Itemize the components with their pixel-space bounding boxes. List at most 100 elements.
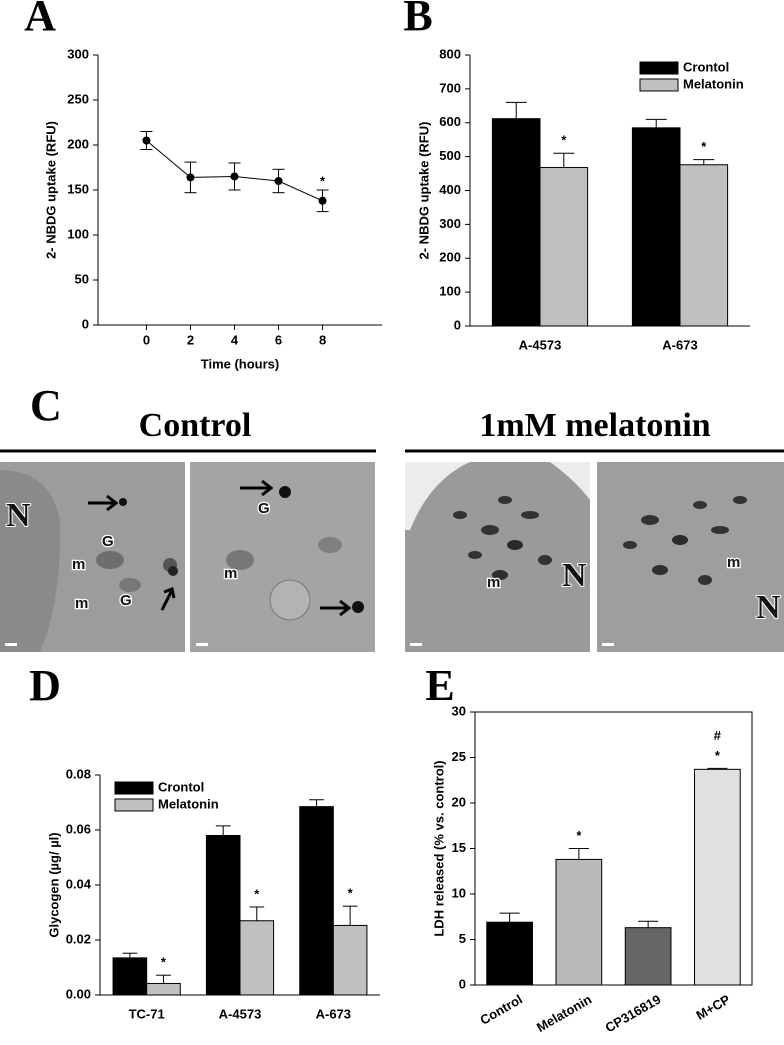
y-tick-label: 100: [439, 284, 461, 299]
x-tick-label: 0: [143, 332, 150, 347]
panel-letter: C: [30, 381, 62, 430]
micrograph: [405, 462, 590, 652]
y-tick-label: 0.02: [66, 931, 91, 946]
y-tick-label: 30: [452, 703, 466, 718]
bar: [624, 927, 672, 986]
y-tick-label: 0.08: [66, 766, 91, 781]
image-label: G: [120, 592, 132, 609]
y-tick-label: 25: [452, 749, 466, 764]
image-label: G: [102, 533, 114, 550]
y-tick-label: 0: [454, 317, 461, 332]
bar: [694, 768, 741, 986]
x-tick-label: A-673: [662, 337, 697, 352]
point: [318, 196, 327, 205]
annotation: *: [254, 886, 260, 901]
bar: [205, 835, 241, 996]
y-tick-label: 300: [67, 46, 89, 61]
point: [186, 173, 195, 182]
point: [274, 177, 283, 185]
legend-label: Crontol: [158, 779, 204, 794]
panel-letter: E: [425, 661, 454, 710]
annotation: *: [161, 955, 167, 970]
y-axis-label: Glycogen (µg/ µl): [46, 832, 61, 937]
bar: [679, 164, 729, 327]
group-title: Control: [139, 407, 252, 444]
annotation: *: [561, 133, 567, 148]
y-tick-label: 250: [67, 91, 89, 106]
panel-letter: B: [403, 0, 432, 40]
x-tick-label: 6: [275, 332, 282, 347]
legend-label: Melatonin: [683, 76, 744, 91]
y-tick-label: 200: [439, 250, 461, 265]
x-tick-label: A-673: [316, 1006, 351, 1021]
panel-letter: A: [24, 0, 56, 40]
bar: [539, 166, 589, 327]
image-label: m: [75, 595, 88, 612]
y-tick-label: 0.00: [66, 986, 91, 1001]
y-axis-label: 2- NBDG uptake (RFU): [43, 121, 58, 259]
bar: [491, 118, 541, 327]
x-axis-label: Time (hours): [201, 356, 280, 371]
x-tick-label: CP316819: [603, 992, 664, 1036]
annotation: *: [320, 173, 326, 188]
bar: [631, 127, 681, 327]
micrograph: [0, 462, 185, 652]
y-tick-label: 50: [75, 271, 89, 286]
y-tick-label: 400: [439, 182, 461, 197]
legend-swatch: [639, 61, 679, 75]
y-tick-label: 0: [82, 316, 89, 331]
y-tick-label: 20: [452, 794, 466, 809]
image-label: G: [258, 500, 270, 517]
y-tick-label: 200: [67, 136, 89, 151]
annotation: *: [715, 748, 721, 763]
x-tick-label: A-4573: [519, 337, 562, 352]
bar: [146, 982, 181, 996]
bar: [112, 957, 148, 996]
image-label: N: [6, 497, 31, 534]
annotation: *: [576, 828, 582, 843]
y-tick-label: 600: [439, 114, 461, 129]
point: [230, 172, 239, 181]
annotation: *: [701, 139, 707, 154]
x-tick-label: Melatonin: [534, 992, 594, 1035]
y-tick-label: 300: [439, 216, 461, 231]
image-label: N: [562, 557, 587, 594]
bar: [299, 806, 334, 996]
legend-label: Crontol: [683, 59, 729, 74]
panel-letter: D: [29, 661, 61, 710]
legend-swatch: [114, 781, 154, 795]
y-axis-label: 2- NBDG uptake (RFU): [416, 122, 431, 260]
y-tick-label: 0.06: [66, 821, 91, 836]
image-label: m: [224, 565, 237, 582]
annotation: *: [348, 886, 354, 901]
bar: [486, 921, 533, 986]
y-tick-label: 700: [439, 80, 461, 95]
y-tick-label: 15: [452, 840, 466, 855]
micrograph: [190, 462, 375, 652]
x-tick-label: M+CP: [693, 991, 732, 1022]
y-tick-label: 500: [439, 148, 461, 163]
annotation: #: [714, 728, 722, 743]
x-tick-label: Control: [477, 992, 525, 1028]
y-tick-label: 0.04: [66, 876, 92, 891]
bar: [239, 920, 275, 996]
x-tick-label: 8: [319, 332, 326, 347]
y-tick-label: 800: [439, 46, 461, 61]
y-tick-label: 0: [459, 976, 466, 991]
group-title: 1mM melatonin: [479, 407, 710, 444]
y-tick-label: 5: [459, 931, 466, 946]
y-tick-label: 150: [67, 181, 89, 196]
y-axis-label: LDH released (% vs. control): [431, 760, 446, 936]
bar: [555, 858, 603, 986]
legend-label: Melatonin: [158, 796, 219, 811]
micrograph: [597, 462, 784, 652]
y-tick-label: 100: [67, 226, 89, 241]
x-tick-label: TC-71: [129, 1006, 165, 1021]
image-label: m: [487, 574, 500, 591]
legend-swatch: [639, 78, 679, 92]
y-tick-label: 10: [452, 885, 466, 900]
legend-swatch: [114, 798, 154, 812]
x-tick-label: 2: [187, 332, 194, 347]
x-tick-label: A-4573: [219, 1006, 262, 1021]
